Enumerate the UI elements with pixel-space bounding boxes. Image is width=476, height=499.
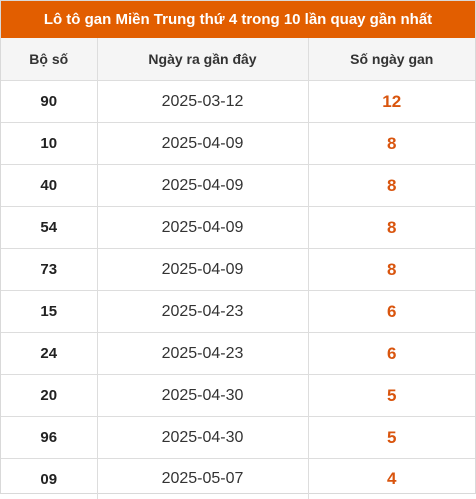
table-row: 20 2025-04-30 5 [1,375,475,417]
row-last-date: 2025-04-23 [97,333,308,375]
widget-title: Lô tô gan Miền Trung thứ 4 trong 10 lần … [1,1,475,38]
row-number: 24 [1,333,97,375]
table-row: 10 2025-04-09 8 [1,123,475,165]
row-last-date: 2025-04-09 [97,165,308,207]
column-header-last-date: Ngày ra gần đây [97,38,308,81]
row-days: 8 [308,207,475,249]
row-last-date: 2025-04-09 [97,249,308,291]
row-number: 10 [1,123,97,165]
table-row: 54 2025-04-09 8 [1,207,475,249]
row-last-date: 2025-04-30 [97,375,308,417]
row-last-date: 2025-03-12 [97,81,308,123]
row-days: 8 [308,249,475,291]
row-last-date: 2025-05-07 [97,459,308,499]
row-days: 6 [308,291,475,333]
table-row: 24 2025-04-23 6 [1,333,475,375]
row-days: 8 [308,123,475,165]
table-row: 96 2025-04-30 5 [1,417,475,459]
row-number: 96 [1,417,97,459]
table-row: 73 2025-04-09 8 [1,249,475,291]
column-header-days: Số ngày gan [308,38,475,81]
row-last-date: 2025-04-09 [97,207,308,249]
row-number: 54 [1,207,97,249]
row-number: 15 [1,291,97,333]
row-days: 5 [308,417,475,459]
row-days: 12 [308,81,475,123]
lo-gan-table: Bộ số Ngày ra gần đây Số ngày gan 90 202… [1,38,475,499]
table-row: 15 2025-04-23 6 [1,291,475,333]
row-number: 40 [1,165,97,207]
row-last-date: 2025-04-23 [97,291,308,333]
row-days: 8 [308,165,475,207]
table-row: 90 2025-03-12 12 [1,81,475,123]
column-header-number: Bộ số [1,38,97,81]
row-days: 5 [308,375,475,417]
table-row: 40 2025-04-09 8 [1,165,475,207]
row-last-date: 2025-04-09 [97,123,308,165]
row-number: 20 [1,375,97,417]
row-number: 73 [1,249,97,291]
row-number: 90 [1,81,97,123]
row-number: 09 [1,459,97,499]
row-days: 4 [308,459,475,499]
table-header-row: Bộ số Ngày ra gần đây Số ngày gan [1,38,475,81]
row-last-date: 2025-04-30 [97,417,308,459]
table-row: 09 2025-05-07 4 [1,459,475,499]
row-days: 6 [308,333,475,375]
